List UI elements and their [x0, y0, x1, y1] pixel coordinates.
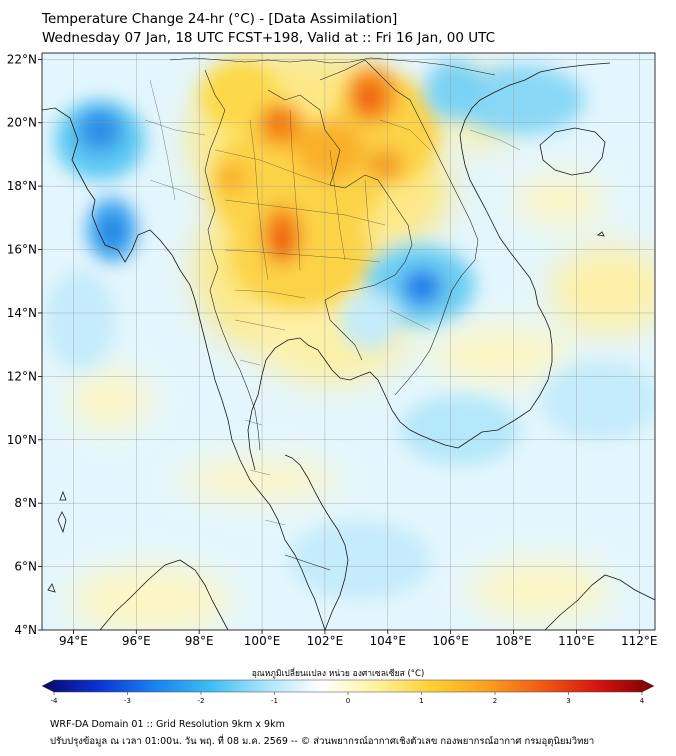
country-borders: [169, 57, 496, 571]
colorbar: -4 -3 -2 -1 0 1 2 3 4: [41, 679, 655, 705]
colorbar-ticks: -4 -3 -2 -1 0 1 2 3 4: [51, 692, 645, 705]
china-border: [169, 57, 496, 76]
lat-tick-label: 8°N: [14, 496, 37, 510]
colorbar-tick-label: 4: [640, 697, 645, 705]
lat-tick-label: 6°N: [14, 560, 37, 574]
lon-tick-label: 104°E: [370, 634, 407, 648]
thailand-cambodia-border: [324, 274, 396, 361]
lon-tick-label: 102°E: [307, 634, 344, 648]
lon-tick-label: 112°E: [621, 634, 658, 648]
map-title: Temperature Change 24-hr (°C) - [Data As…: [42, 11, 398, 27]
paracel-islands: [597, 231, 605, 237]
province-boundaries: [144, 79, 521, 526]
lat-tick-label: 20°N: [7, 116, 37, 130]
lat-tick-label: 14°N: [7, 306, 37, 320]
plot-frame: [41, 52, 656, 631]
thailand-laos-border: [267, 89, 413, 276]
colorbar-tick-label: -1: [271, 697, 278, 705]
coastlines: [42, 62, 655, 630]
myanmar-thailand-border: [204, 69, 261, 451]
andaman-islands: [57, 490, 67, 534]
laos-vietnam-border: [319, 59, 479, 291]
hot-cores: [200, 60, 440, 310]
borneo-coast: [544, 574, 655, 630]
lon-tick-label: 106°E: [432, 634, 469, 648]
lat-tick-label: 4°N: [14, 623, 37, 637]
colorbar-tick-label: 2: [493, 697, 497, 705]
cambodia-vietnam-border: [394, 289, 453, 396]
nicobar-islands: [47, 583, 56, 593]
footer-update-info: ปรับปรุงข้อมูล ณ เวลา 01:00น. วัน พฤ. ที…: [50, 736, 595, 747]
lat-tick-label: 22°N: [7, 52, 37, 66]
lat-tick-label: 18°N: [7, 179, 37, 193]
vietnam-coast: [457, 62, 611, 449]
colorbar-tick-label: -3: [124, 697, 131, 705]
colorbar-tick-label: -2: [198, 697, 205, 705]
lon-tick-label: 100°E: [244, 634, 281, 648]
colorbar-tick-label: -4: [51, 697, 59, 705]
colorbar-tick-label: 0: [346, 697, 350, 705]
temperature-change-map: 94°E 96°E 98°E 100°E 102°E 104°E 106°E 108°E 110…: [7, 52, 658, 705]
cold-cores: [45, 60, 655, 600]
lat-tick-label: 16°N: [7, 243, 37, 257]
hainan-island: [539, 127, 606, 176]
thailand-malaysia-border: [284, 554, 331, 571]
malay-peninsula-east: [284, 454, 349, 630]
thai-gulf-coast: [247, 337, 459, 471]
colorbar-title: อุณหภูมิเปลี่ยนแปลง หน่วย องศาเซลเซียส (…: [251, 669, 425, 679]
axis-ticks: 94°E 96°E 98°E 100°E 102°E 104°E 106°E 108°E 110…: [7, 52, 658, 648]
footer-model-info: WRF-DA Domain 01 :: Grid Resolution 9km …: [50, 719, 285, 730]
map-subtitle: Wednesday 07 Jan, 18 UTC FCST+198, Valid…: [42, 30, 496, 46]
sumatra-coast: [99, 559, 229, 630]
colorbar-gradient: [41, 679, 655, 693]
colorbar-tick-label: 1: [419, 697, 423, 705]
lon-tick-label: 110°E: [558, 634, 595, 648]
lat-lon-gridlines: [42, 53, 655, 630]
lon-tick-label: 108°E: [495, 634, 532, 648]
lon-tick-label: 98°E: [185, 634, 214, 648]
colorbar-tick-label: 3: [566, 697, 570, 705]
field-layer: [42, 53, 655, 630]
lat-tick-label: 10°N: [7, 433, 37, 447]
lon-tick-label: 94°E: [59, 634, 88, 648]
lat-tick-label: 12°N: [7, 369, 37, 383]
myanmar-coast: [42, 107, 326, 630]
lon-tick-label: 96°E: [122, 634, 151, 648]
